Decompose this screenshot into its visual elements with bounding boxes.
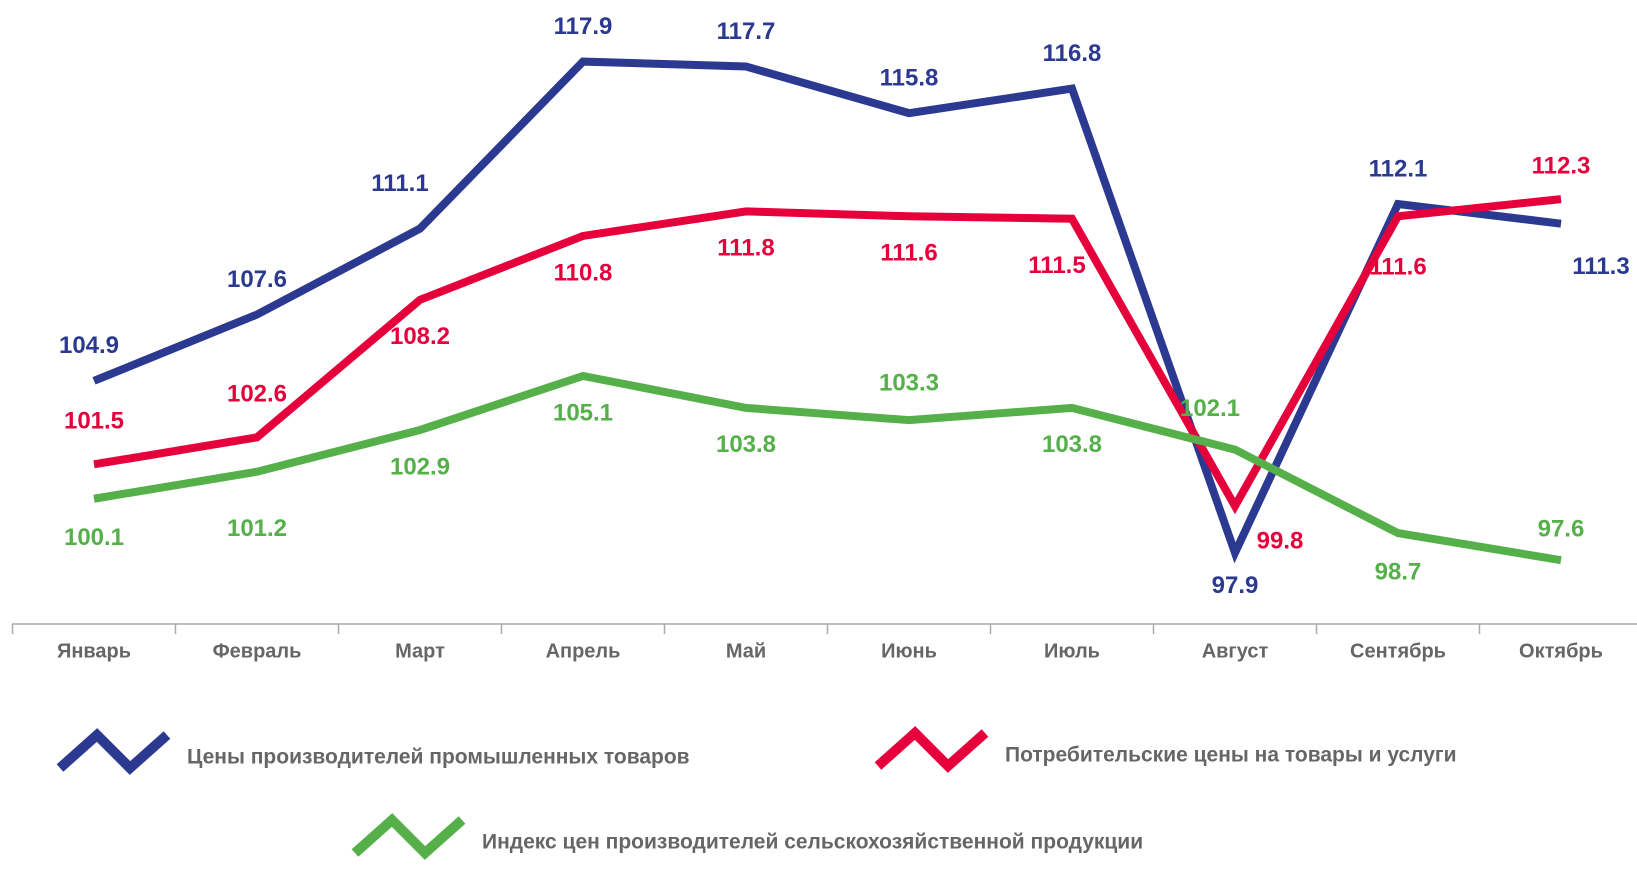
data-label: 105.1 [553, 399, 613, 426]
data-label: 102.9 [390, 453, 450, 480]
data-label: 111.5 [1028, 252, 1085, 279]
legend-label: Цены производителей промышленных товаров [187, 746, 690, 769]
x-tick-label: Апрель [546, 640, 621, 662]
x-tick-label: Сентябрь [1350, 640, 1446, 662]
x-tick-label: Май [726, 640, 766, 662]
data-label: 111.8 [717, 235, 774, 262]
series-line [93, 195, 1562, 515]
x-tick-label: Октябрь [1519, 640, 1603, 662]
x-tick-label: Март [395, 640, 445, 662]
data-label: 112.3 [1532, 152, 1591, 179]
legend-icon [56, 728, 171, 775]
data-label: 97.9 [1212, 572, 1259, 599]
legend-label: Потребительские цены на товары и услуги [1005, 744, 1457, 767]
x-tick-label: Июль [1044, 640, 1100, 662]
x-tick-label: Февраль [213, 640, 302, 662]
data-label: 103.3 [879, 369, 939, 396]
data-label: 97.6 [1538, 515, 1585, 542]
x-tick-label: Июнь [881, 640, 937, 662]
data-label: 103.8 [1042, 431, 1102, 458]
data-label: 112.1 [1369, 155, 1428, 182]
data-label: 104.9 [59, 332, 119, 359]
data-label: 101.2 [227, 515, 287, 542]
data-label: 100.1 [64, 524, 124, 551]
data-label: 111.1 [371, 170, 428, 197]
data-label: 108.2 [390, 323, 450, 350]
x-tick-label: Январь [57, 640, 131, 662]
series-line [92, 57, 1562, 564]
legend-icon [874, 726, 989, 773]
data-label: 107.6 [227, 266, 287, 293]
series-line [93, 371, 1562, 565]
data-label: 98.7 [1375, 558, 1422, 585]
data-label: 117.9 [554, 13, 613, 40]
data-label: 103.8 [716, 431, 776, 458]
data-label: 110.8 [554, 259, 613, 286]
data-label: 102.1 [1180, 395, 1240, 422]
data-label: 111.6 [880, 240, 937, 267]
data-label: 101.5 [64, 408, 124, 435]
x-tick-label: Август [1202, 640, 1269, 662]
data-label: 116.8 [1043, 40, 1102, 67]
data-label: 111.3 [1572, 253, 1629, 280]
data-label: 99.8 [1257, 527, 1304, 554]
legend-icon [351, 813, 466, 860]
legend-label: Индекс цен производителей сельскохозяйст… [482, 831, 1143, 854]
data-label: 102.6 [227, 381, 287, 408]
data-label: 117.7 [717, 18, 776, 45]
data-label: 115.8 [880, 64, 939, 91]
data-label: 111.6 [1369, 254, 1426, 281]
